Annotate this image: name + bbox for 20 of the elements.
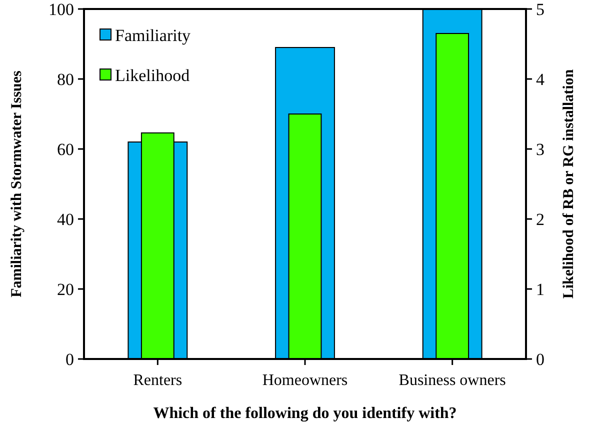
y2-tick-label: 5 bbox=[536, 0, 544, 19]
y-axis-title: Familiarity with Stormwater Issues bbox=[9, 70, 25, 298]
y2-axis-title: Likelihood of RB or RG installation bbox=[561, 68, 577, 299]
y2-tick-label: 0 bbox=[536, 350, 544, 369]
y-tick-label: 20 bbox=[57, 280, 74, 299]
y-tick-label: 40 bbox=[57, 210, 74, 229]
y-tick-label: 0 bbox=[66, 350, 74, 369]
y2-tick-label: 2 bbox=[536, 210, 544, 229]
legend-label: Likelihood bbox=[115, 66, 190, 85]
x-axis-title: Which of the following do you identify with? bbox=[153, 405, 457, 422]
x-tick-label: Renters bbox=[133, 372, 182, 389]
y2-tick-label: 4 bbox=[536, 70, 545, 89]
y-tick-label: 60 bbox=[57, 140, 74, 159]
y-tick-label: 100 bbox=[48, 0, 74, 19]
x-tick-label: Homeowners bbox=[262, 372, 348, 389]
y2-tick-label: 1 bbox=[536, 280, 544, 299]
legend-label: Familiarity bbox=[115, 26, 192, 45]
y-tick-label: 80 bbox=[57, 70, 74, 89]
x-tick-label: Business owners bbox=[398, 372, 506, 389]
y2-tick-label: 3 bbox=[536, 140, 544, 159]
